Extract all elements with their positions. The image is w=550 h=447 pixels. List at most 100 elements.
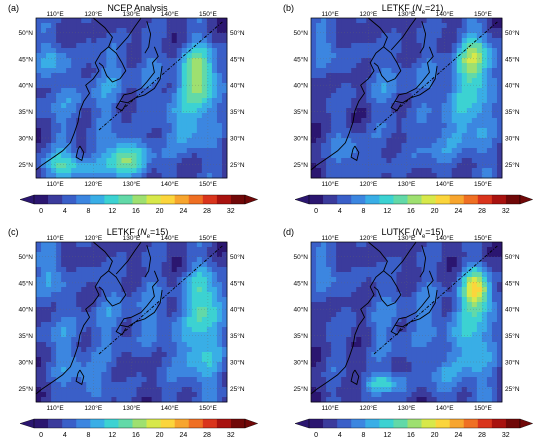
- field-layer: [311, 242, 503, 403]
- lon-label: 110°E: [321, 180, 339, 188]
- lat-label: 40°N: [230, 306, 245, 314]
- track-line: [98, 244, 224, 355]
- lon-label: 130°E: [123, 10, 141, 18]
- field-layer: [36, 18, 228, 179]
- lat-label: 35°N: [18, 332, 33, 340]
- colorbar-tick: 32: [227, 432, 235, 439]
- lon-label: 120°E: [359, 234, 377, 242]
- panel-letter: (a): [8, 3, 19, 13]
- lat-label: 50°N: [505, 253, 520, 261]
- lat-label: 35°N: [505, 108, 520, 116]
- panel-header: (c) LETKF (Ne=15): [0, 224, 275, 240]
- lon-label: 130°E: [398, 404, 416, 412]
- colorbar-tick: 0: [314, 208, 318, 215]
- lon-label: 130°E: [123, 234, 141, 242]
- lon-label: 150°E: [199, 180, 217, 188]
- lat-label: 50°N: [293, 253, 308, 261]
- coastline: [310, 17, 438, 171]
- lat-label: 30°N: [293, 135, 308, 143]
- lat-label: 35°N: [293, 332, 308, 340]
- map-frame: [35, 17, 228, 179]
- lat-label: 50°N: [293, 29, 308, 37]
- lat-label: 50°N: [505, 29, 520, 37]
- lat-label: 25°N: [505, 385, 520, 393]
- lat-label: 40°N: [230, 82, 245, 90]
- lon-label: 140°E: [161, 234, 179, 242]
- colorbar-tick: 8: [87, 208, 91, 215]
- colorbar: 0 4 8 12 16 20 24 28 32: [19, 194, 259, 215]
- map-frame: [310, 17, 503, 179]
- lat-label: 45°N: [230, 55, 245, 63]
- map-d: 50°N 50°N 45°N 45°N 40°N 40°N 35°N 35°N 30°N 30°N…: [293, 234, 534, 439]
- colorbar-tick: 32: [502, 208, 510, 215]
- coastline: [35, 241, 163, 395]
- lat-label: 45°N: [293, 279, 308, 287]
- map-c: 50°N 50°N 45°N 45°N 40°N 40°N 35°N 35°N 30°N 30°N…: [18, 234, 259, 439]
- colorbar-tick: 24: [454, 208, 462, 215]
- lon-label: 140°E: [161, 404, 179, 412]
- panel-letter: (b): [283, 3, 294, 13]
- lat-label: 25°N: [230, 161, 245, 169]
- lat-label: 40°N: [293, 306, 308, 314]
- panel-title: NCEP Analysis: [107, 3, 168, 13]
- lat-label: 35°N: [18, 108, 33, 116]
- field-layer: [36, 242, 228, 403]
- lat-label: 30°N: [293, 359, 308, 367]
- lon-label: 140°E: [436, 404, 454, 412]
- lat-label: 30°N: [505, 135, 520, 143]
- lat-label: 30°N: [230, 135, 245, 143]
- lat-label: 35°N: [505, 332, 520, 340]
- colorbar-tick: 12: [108, 432, 116, 439]
- colorbar-tick: 28: [203, 432, 211, 439]
- lon-label: 120°E: [359, 10, 377, 18]
- lon-label: 120°E: [84, 234, 102, 242]
- lon-label: 130°E: [123, 180, 141, 188]
- colorbar-tick: 16: [407, 432, 415, 439]
- colorbar-tick: 8: [362, 208, 366, 215]
- colorbar-tick: 8: [362, 432, 366, 439]
- lon-label: 110°E: [46, 404, 64, 412]
- lon-label: 150°E: [199, 10, 217, 18]
- lon-label: 110°E: [321, 404, 339, 412]
- colorbar: 0 4 8 12 16 20 24 28 32: [294, 194, 534, 215]
- colorbar-tick: 32: [227, 208, 235, 215]
- colorbar-tick: 0: [39, 208, 43, 215]
- colorbar-tick: 0: [39, 432, 43, 439]
- lat-label: 40°N: [505, 82, 520, 90]
- graticule: [311, 18, 502, 178]
- panel-c: (c) LETKF (Ne=15) 50°N 50°N 45°N 45°N 40°N 40…: [0, 224, 275, 447]
- lat-label: 45°N: [293, 55, 308, 63]
- lon-label: 130°E: [398, 234, 416, 242]
- track-line: [98, 20, 224, 131]
- lat-label: 30°N: [505, 359, 520, 367]
- lat-label: 45°N: [505, 279, 520, 287]
- map-a: 50°N 50°N 45°N 45°N 40°N 40°N 35°N 35°N 30°N 30°N…: [18, 10, 259, 215]
- lon-label: 120°E: [84, 404, 102, 412]
- lat-label: 50°N: [230, 29, 245, 37]
- lon-label: 120°E: [359, 180, 377, 188]
- colorbar: 0 4 8 12 16 20 24 28 32: [19, 418, 259, 439]
- lat-label: 50°N: [18, 29, 33, 37]
- colorbar: 0 4 8 12 16 20 24 28 32: [294, 418, 534, 439]
- track-line: [373, 244, 499, 355]
- colorbar-tick: 24: [179, 432, 187, 439]
- lon-label: 150°E: [474, 10, 492, 18]
- map-frame: [310, 241, 503, 403]
- colorbar-tick: 28: [203, 208, 211, 215]
- colorbar-tick: 0: [314, 432, 318, 439]
- lat-label: 50°N: [230, 253, 245, 261]
- panel-b: (b) LETKF (Ne=21) 50°N 50°N 45°N 45°N 40°N 40…: [275, 0, 550, 223]
- colorbar-tick: 20: [156, 432, 164, 439]
- lon-label: 120°E: [84, 10, 102, 18]
- lon-label: 150°E: [474, 180, 492, 188]
- lat-label: 25°N: [18, 385, 33, 393]
- lon-label: 130°E: [398, 10, 416, 18]
- coastline: [35, 17, 163, 171]
- lon-label: 130°E: [398, 180, 416, 188]
- colorbar-tick: 20: [431, 208, 439, 215]
- lat-label: 25°N: [505, 161, 520, 169]
- panel-letter: (c): [8, 227, 19, 237]
- panel-d: (d) LUTKF (Ne=15) 50°N 50°N 45°N 45°N 40°N 40…: [275, 224, 550, 447]
- lat-label: 40°N: [293, 82, 308, 90]
- lat-label: 40°N: [18, 306, 33, 314]
